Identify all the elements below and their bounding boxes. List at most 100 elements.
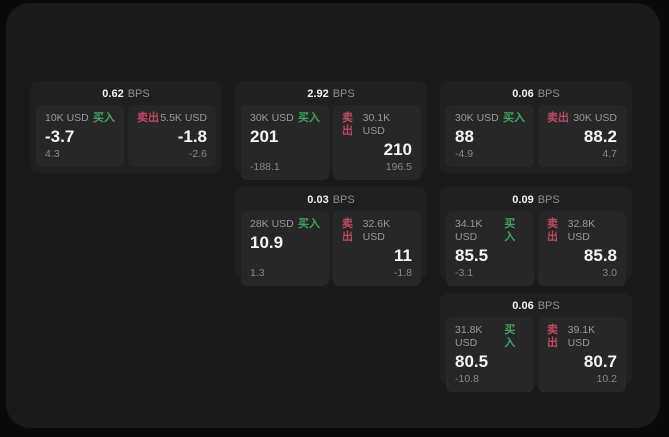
buy-sub-value: 4.3 xyxy=(45,148,60,160)
bps-suffix-label: BPS xyxy=(537,194,560,206)
sell-panel-top: 卖出 32.6K USD xyxy=(342,218,412,244)
quote-card: 2.92 BPS 30K USD 买入 201 -188.1 卖出 30.1K … xyxy=(235,81,427,180)
bps-value: 0.09 xyxy=(512,194,534,206)
buy-tag-label: 买入 xyxy=(504,324,516,349)
buy-sub-value: -10.8 xyxy=(455,373,479,385)
bps-suffix-label: BPS xyxy=(332,194,355,206)
quote-card-grid: 0.62 BPS 10K USD 买入 -3.7 4.3 卖出 5.5K USD… xyxy=(30,81,632,392)
sell-tag-label: 卖出 xyxy=(342,218,353,243)
sell-sub-value: 4.7 xyxy=(602,148,617,160)
buy-panel[interactable]: 31.8K USD 买入 80.5 -10.8 xyxy=(446,317,534,392)
buy-panel[interactable]: 30K USD 买入 88 -4.9 xyxy=(446,105,534,167)
buy-amount-label: 28K USD xyxy=(250,218,294,230)
buy-amount-label: 31.8K USD xyxy=(455,324,483,349)
sell-sub-value: 196.5 xyxy=(385,161,412,173)
buy-panel[interactable]: 10K USD 买入 -3.7 4.3 xyxy=(36,105,124,167)
bps-suffix-label: BPS xyxy=(332,88,355,100)
sell-tag-label: 卖出 xyxy=(547,112,569,124)
quote-panels: 28K USD 买入 10.9 1.3 卖出 32.6K USD 11 -1.8 xyxy=(241,211,421,286)
bps-value: 2.92 xyxy=(307,88,329,100)
buy-panel-top: 30K USD 买入 xyxy=(250,112,320,125)
sell-panel-top: 卖出 39.1K USD xyxy=(547,324,617,350)
sell-panel[interactable]: 卖出 39.1K USD 80.7 10.2 xyxy=(538,317,626,392)
buy-sub-value: 1.3 xyxy=(250,267,265,279)
sell-price-value: -1.8 xyxy=(177,127,207,146)
sell-panel[interactable]: 卖出 32.8K USD 85.8 3.0 xyxy=(538,211,626,286)
sell-sub-value: 3.0 xyxy=(602,267,617,279)
buy-amount-label: 10K USD xyxy=(45,112,89,124)
buy-price-value: 201 xyxy=(250,127,279,146)
sell-panel[interactable]: 卖出 30.1K USD 210 196.5 xyxy=(333,105,421,180)
sell-panel-top: 卖出 5.5K USD xyxy=(137,112,207,125)
bps-value: 0.62 xyxy=(102,88,124,100)
sell-panel-top: 卖出 32.8K USD xyxy=(547,218,617,244)
buy-panel[interactable]: 28K USD 买入 10.9 1.3 xyxy=(241,211,329,286)
bps-value: 0.06 xyxy=(512,88,534,100)
sell-tag-label: 卖出 xyxy=(547,218,558,243)
sell-panel-top: 卖出 30K USD xyxy=(547,112,617,125)
buy-panel[interactable]: 34.1K USD 买入 85.5 -3.1 xyxy=(446,211,534,286)
sell-tag-label: 卖出 xyxy=(547,324,558,349)
sell-panel[interactable]: 卖出 30K USD 88.2 4.7 xyxy=(538,105,626,167)
buy-tag-label: 买入 xyxy=(503,112,525,124)
sell-price-value: 80.7 xyxy=(583,352,617,371)
buy-tag-label: 买入 xyxy=(298,218,320,230)
buy-price-value: -3.7 xyxy=(45,127,75,146)
buy-price-value: 10.9 xyxy=(250,233,284,252)
bps-suffix-label: BPS xyxy=(537,88,560,100)
buy-tag-label: 买入 xyxy=(93,112,115,124)
card-bps-header: 0.06 BPS xyxy=(446,85,626,103)
card-bps-header: 0.03 BPS xyxy=(241,191,421,209)
buy-tag-label: 买入 xyxy=(504,218,516,243)
sell-panel[interactable]: 卖出 32.6K USD 11 -1.8 xyxy=(333,211,421,286)
buy-panel-top: 34.1K USD 买入 xyxy=(455,218,525,244)
quote-panels: 30K USD 买入 201 -188.1 卖出 30.1K USD 210 1… xyxy=(241,105,421,180)
bps-value: 0.03 xyxy=(307,194,329,206)
buy-price-value: 85.5 xyxy=(455,246,489,265)
quote-panels: 30K USD 买入 88 -4.9 卖出 30K USD 88.2 4.7 xyxy=(446,105,626,167)
buy-panel-top: 10K USD 买入 xyxy=(45,112,115,125)
buy-sub-value: -3.1 xyxy=(455,267,474,279)
quote-card: 0.03 BPS 28K USD 买入 10.9 1.3 卖出 32.6K US… xyxy=(235,187,427,286)
buy-price-value: 88 xyxy=(455,127,474,146)
card-bps-header: 2.92 BPS xyxy=(241,85,421,103)
sell-sub-value: 10.2 xyxy=(596,373,617,385)
sell-price-value: 11 xyxy=(394,246,412,265)
sell-tag-label: 卖出 xyxy=(342,112,353,137)
sell-amount-label: 32.8K USD xyxy=(567,218,596,243)
bps-suffix-label: BPS xyxy=(537,300,560,312)
sell-price-value: 85.8 xyxy=(583,246,617,265)
buy-tag-label: 买入 xyxy=(298,112,320,124)
quote-card: 0.06 BPS 30K USD 买入 88 -4.9 卖出 30K USD 8… xyxy=(440,81,632,173)
buy-sub-value: -188.1 xyxy=(250,161,280,173)
sell-price-value: 210 xyxy=(383,140,412,159)
quote-panels: 10K USD 买入 -3.7 4.3 卖出 5.5K USD -1.8 -2.… xyxy=(36,105,216,167)
quote-card: 0.09 BPS 34.1K USD 买入 85.5 -3.1 卖出 32.8K… xyxy=(440,187,632,286)
quote-card: 0.62 BPS 10K USD 买入 -3.7 4.3 卖出 5.5K USD… xyxy=(30,81,222,173)
bps-value: 0.06 xyxy=(512,300,534,312)
quote-panels: 31.8K USD 买入 80.5 -10.8 卖出 39.1K USD 80.… xyxy=(446,317,626,392)
sell-sub-value: -1.8 xyxy=(393,267,412,279)
buy-panel[interactable]: 30K USD 买入 201 -188.1 xyxy=(241,105,329,180)
card-bps-header: 0.06 BPS xyxy=(446,297,626,315)
buy-panel-top: 28K USD 买入 xyxy=(250,218,320,231)
sell-amount-label: 32.6K USD xyxy=(362,218,391,243)
quote-card: 0.06 BPS 31.8K USD 买入 80.5 -10.8 卖出 39.1… xyxy=(440,293,632,392)
buy-panel-top: 31.8K USD 买入 xyxy=(455,324,525,350)
sell-panel[interactable]: 卖出 5.5K USD -1.8 -2.6 xyxy=(128,105,216,167)
buy-sub-value: -4.9 xyxy=(455,148,474,160)
sell-sub-value: -2.6 xyxy=(188,148,207,160)
sell-amount-label: 30.1K USD xyxy=(362,112,391,137)
buy-price-value: 80.5 xyxy=(455,352,489,371)
buy-amount-label: 34.1K USD xyxy=(455,218,483,243)
card-bps-header: 0.09 BPS xyxy=(446,191,626,209)
sell-amount-label: 39.1K USD xyxy=(567,324,596,349)
buy-amount-label: 30K USD xyxy=(455,112,499,124)
sell-price-value: 88.2 xyxy=(583,127,617,146)
sell-amount-label: 5.5K USD xyxy=(160,112,207,124)
sell-tag-label: 卖出 xyxy=(137,112,159,124)
card-bps-header: 0.62 BPS xyxy=(36,85,216,103)
buy-panel-top: 30K USD 买入 xyxy=(455,112,525,125)
sell-amount-label: 30K USD xyxy=(573,112,617,124)
sell-panel-top: 卖出 30.1K USD xyxy=(342,112,412,138)
